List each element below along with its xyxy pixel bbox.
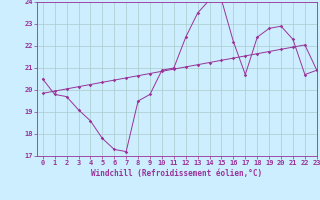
X-axis label: Windchill (Refroidissement éolien,°C): Windchill (Refroidissement éolien,°C)	[91, 169, 262, 178]
